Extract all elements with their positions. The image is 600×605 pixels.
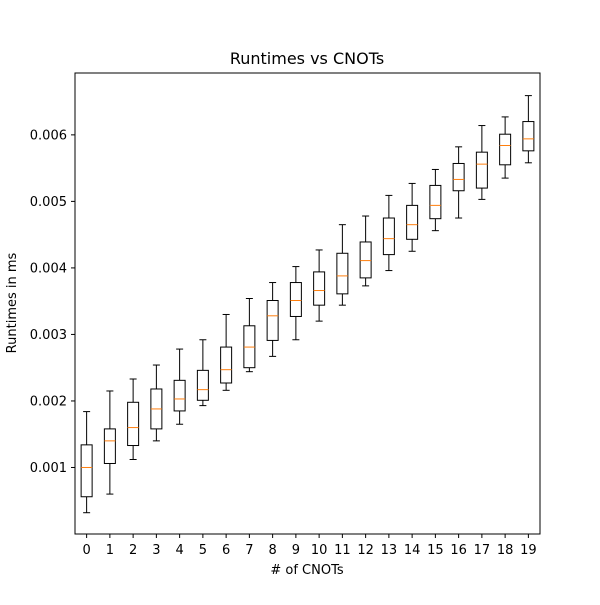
x-tick-label: 19 xyxy=(520,543,537,558)
x-tick-label: 14 xyxy=(404,543,421,558)
box-9 xyxy=(289,266,302,341)
x-tick-label: 15 xyxy=(427,543,444,558)
x-tick-label: 8 xyxy=(268,543,276,558)
x-tick-label: 13 xyxy=(381,543,398,558)
iqr-box xyxy=(382,217,395,256)
box-0 xyxy=(80,411,93,514)
iqr-box xyxy=(266,300,279,341)
iqr-box xyxy=(452,162,465,192)
box-2 xyxy=(127,378,140,460)
box-14 xyxy=(406,182,419,252)
box-15 xyxy=(429,168,442,232)
iqr-box xyxy=(336,252,349,295)
iqr-box xyxy=(313,271,326,306)
x-tick-label: 12 xyxy=(357,543,374,558)
iqr-box xyxy=(289,282,302,317)
iqr-box xyxy=(103,428,116,464)
box-4 xyxy=(173,348,186,425)
x-tick-label: 2 xyxy=(129,543,137,558)
x-tick-label: 11 xyxy=(334,543,351,558)
x-tick-label: 9 xyxy=(292,543,300,558)
plot-frame xyxy=(74,72,541,535)
y-tick-label: 0.004 xyxy=(30,261,67,276)
y-tick-label: 0.002 xyxy=(30,394,67,409)
box-13 xyxy=(382,194,395,272)
x-tick-label: 10 xyxy=(311,543,328,558)
y-axis-label: Runtimes in ms xyxy=(5,252,20,353)
iqr-box xyxy=(499,133,512,166)
box-12 xyxy=(359,215,372,287)
x-tick-label: 18 xyxy=(497,543,514,558)
iqr-box xyxy=(522,121,535,152)
box-10 xyxy=(313,249,326,322)
x-tick-label: 7 xyxy=(245,543,253,558)
box-7 xyxy=(243,298,256,373)
iqr-box xyxy=(220,346,233,384)
iqr-box xyxy=(475,151,488,189)
x-tick-label: 16 xyxy=(450,543,467,558)
y-tick-label: 0.006 xyxy=(30,128,67,143)
box-3 xyxy=(150,364,163,442)
x-tick-label: 17 xyxy=(474,543,491,558)
x-axis-ticks: 0 1 2 3 4 5 6 7 8 9 10 11 12 13 14 15 16 17 18 19 xyxy=(82,534,537,558)
y-axis-ticks: 0.001 0.002 0.003 0.004 0.005 0.006 xyxy=(30,128,75,476)
y-tick-label: 0.003 xyxy=(30,328,67,343)
box-16 xyxy=(452,146,465,219)
x-tick-label: 5 xyxy=(199,543,207,558)
chart-title: Runtimes vs CNOTs xyxy=(230,49,384,68)
box-1 xyxy=(103,390,116,495)
iqr-box xyxy=(196,369,209,401)
iqr-box xyxy=(406,204,419,240)
box-11 xyxy=(336,224,349,306)
box-17 xyxy=(475,125,488,200)
plot-area xyxy=(74,72,541,535)
x-tick-label: 0 xyxy=(82,543,90,558)
iqr-box xyxy=(127,401,140,447)
iqr-box xyxy=(359,241,372,279)
iqr-box xyxy=(173,379,186,412)
box-19 xyxy=(522,95,535,164)
x-axis-label: # of CNOTs xyxy=(270,563,344,578)
box-18 xyxy=(499,116,512,179)
y-tick-label: 0.001 xyxy=(30,461,67,476)
iqr-box xyxy=(429,184,442,220)
x-tick-label: 4 xyxy=(175,543,183,558)
box-8 xyxy=(266,282,279,357)
y-tick-label: 0.005 xyxy=(30,195,67,210)
x-tick-label: 3 xyxy=(152,543,160,558)
x-tick-label: 1 xyxy=(106,543,114,558)
x-tick-label: 6 xyxy=(222,543,230,558)
box-6 xyxy=(220,313,233,391)
box-5 xyxy=(196,339,209,407)
iqr-box xyxy=(80,444,93,498)
